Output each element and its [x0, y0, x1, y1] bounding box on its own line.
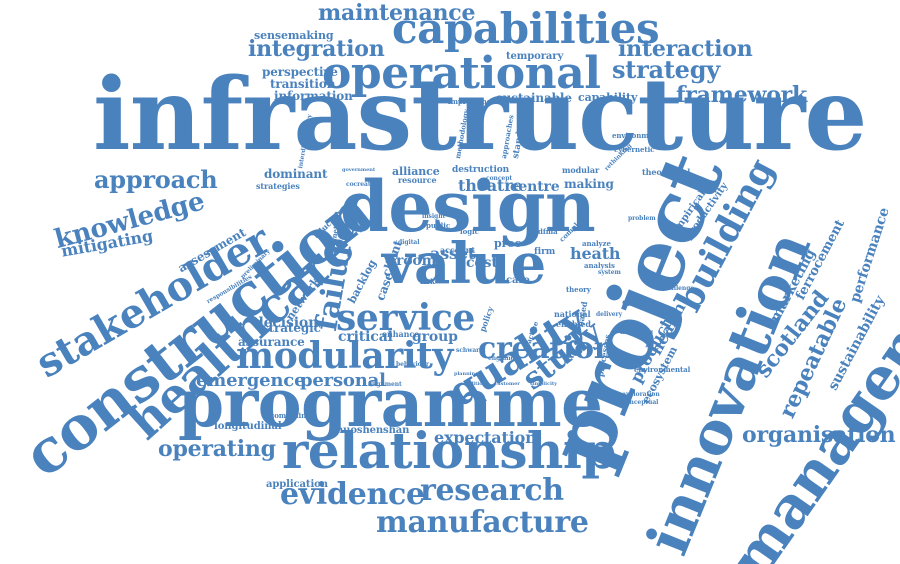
word-manufacture: manufacture	[376, 505, 589, 540]
word-sustainable: sustainable	[496, 91, 572, 105]
word-schwartz: schwartz	[456, 347, 486, 354]
word-alliance: alliance	[392, 165, 440, 178]
word-framework: framework	[676, 82, 808, 108]
word-proc: proc	[494, 237, 522, 250]
word-interaction: interaction	[618, 36, 753, 62]
word-theatre: theatre	[458, 176, 523, 195]
word-problem: problem	[628, 215, 656, 222]
word-relationship: relationship	[282, 421, 616, 480]
word-assurance: assurance	[238, 335, 305, 349]
word-modular: modular	[562, 165, 600, 175]
word-heath: heath	[570, 244, 621, 263]
word-capabilities: capabilities	[392, 4, 660, 53]
word-application: application	[266, 479, 328, 490]
word-cost: cost	[466, 255, 498, 271]
word-personal: personal	[300, 370, 386, 391]
word-simplicity: simplicity	[530, 381, 557, 387]
word-critical: critical	[338, 329, 393, 345]
word-group: group	[412, 329, 458, 345]
word-destruction: destruction	[452, 165, 510, 175]
word-programme: programme	[178, 364, 603, 442]
word-policy: policy	[477, 305, 496, 334]
word-government: government	[342, 167, 376, 173]
word-analysis: analysis	[584, 261, 615, 270]
word-environment: environment	[612, 131, 662, 140]
word-digital: digital	[398, 239, 420, 246]
word-information: information	[274, 89, 353, 103]
word-logic: logic	[460, 227, 479, 236]
word-research: research	[420, 473, 564, 508]
word-national: national	[554, 309, 591, 319]
word-conceptual: conceptual	[622, 399, 659, 406]
word-room: room	[396, 253, 437, 269]
word-theoretical: theoretical	[642, 167, 691, 177]
word-operating: operating	[158, 436, 276, 462]
word-longitudinal: longitudinal	[214, 421, 282, 432]
word-maintenance: maintenance	[318, 0, 476, 26]
word-delivery: delivery	[596, 311, 623, 318]
word-analyze: analyze	[582, 239, 611, 248]
word-capability: capability	[578, 91, 638, 104]
word-making: making	[564, 177, 614, 191]
word-infrastructure: infrastructure	[93, 57, 867, 173]
word-huoshenshan: huoshenshan	[336, 425, 410, 436]
word-improvement: improvement	[448, 97, 500, 106]
word-combining: combining	[270, 411, 311, 420]
word-account: account	[440, 245, 476, 255]
word-service: service	[336, 297, 476, 339]
word-environmental: environmental	[634, 365, 691, 374]
word-strategy: strategy	[612, 55, 720, 84]
word-risk: risk	[420, 277, 435, 286]
word-creation: creation	[478, 331, 616, 366]
word-customer: customer	[494, 381, 520, 387]
word-behaviour: behaviour	[396, 361, 430, 368]
word-dfma: dfma	[538, 227, 558, 236]
word-modularity: modularity	[236, 335, 454, 377]
word-exploration: exploration	[622, 391, 660, 398]
word-facilities: facilities	[622, 299, 656, 308]
word-insight: insight	[422, 213, 446, 220]
word-approach: approach	[94, 165, 218, 194]
word-cybernetic: cybernetic	[614, 145, 655, 154]
word-england: england	[488, 355, 515, 362]
word-centre: centre	[510, 179, 560, 195]
word-cocreation: cocreation	[346, 181, 381, 188]
word-care: care	[506, 275, 530, 286]
word-public: public	[426, 221, 451, 230]
word-condition: condition	[460, 381, 487, 387]
word-asset: asset	[430, 244, 476, 263]
word-decision: decision	[254, 315, 319, 331]
word-resource: resource	[398, 175, 437, 185]
word-emergence: emergence	[196, 370, 306, 391]
word-system: system	[598, 269, 621, 276]
word-transition: transition	[270, 77, 336, 91]
word-dominant: dominant	[264, 167, 328, 181]
word-organisation: organisation	[742, 422, 896, 448]
word-managing: managing	[620, 329, 654, 336]
word-theory: theory	[566, 285, 591, 294]
word-challenge: challenge	[662, 285, 695, 292]
word-planning: planning	[454, 371, 479, 377]
word-strategies: strategies	[256, 181, 300, 191]
word-evidence: evidence	[280, 477, 425, 512]
word-perspective: perspective	[262, 65, 338, 79]
word-enabled: enabled	[556, 319, 591, 329]
word-operational: operational	[322, 48, 601, 99]
word-enhance: enhance	[382, 329, 420, 339]
word-firm: firm	[534, 247, 556, 257]
word-temporary: temporary	[506, 51, 564, 62]
word-sensemaking: sensemaking	[254, 29, 334, 42]
word-expectation: expectation	[434, 428, 537, 447]
word-concept: concept	[486, 175, 513, 182]
word-performance: performance	[847, 205, 893, 305]
word-alignment: alignment	[368, 381, 402, 388]
word-integration: integration	[248, 36, 385, 62]
word-strategic: strategic	[262, 321, 321, 335]
word-value: value	[382, 231, 546, 297]
word-design: design	[340, 165, 596, 248]
